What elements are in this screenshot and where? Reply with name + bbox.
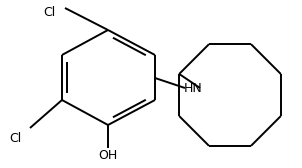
- Text: Cl: Cl: [10, 132, 22, 145]
- Text: Cl: Cl: [43, 6, 55, 19]
- Text: HN: HN: [184, 81, 202, 94]
- Text: OH: OH: [98, 149, 117, 162]
